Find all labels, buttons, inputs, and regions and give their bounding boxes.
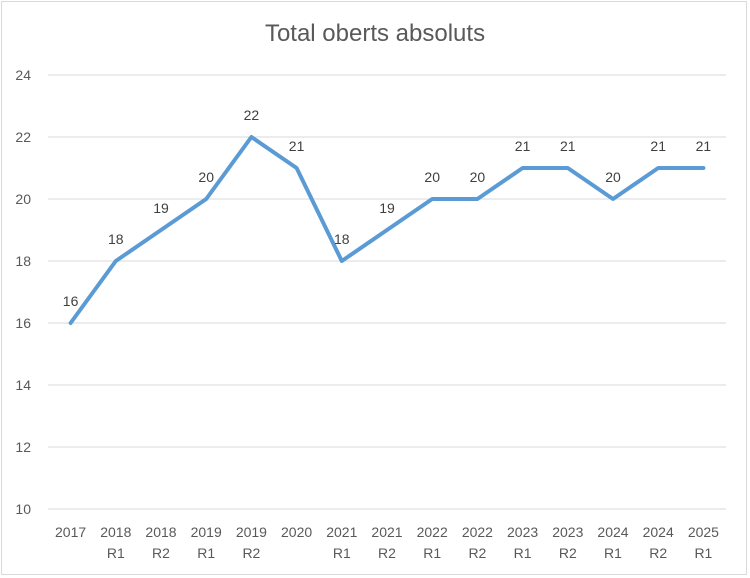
data-label: 16	[63, 293, 79, 309]
x-tick-label: 2023 R2	[552, 524, 583, 561]
y-tick-label: 22	[15, 129, 31, 145]
y-tick-label: 24	[15, 67, 31, 83]
data-label: 21	[289, 138, 305, 154]
data-label: 18	[108, 231, 124, 247]
data-labels: 16 18 19 20 22 21 18 19 20 20 21 21 20 21 21	[63, 107, 712, 309]
x-tick-label-line: 2023	[507, 524, 538, 540]
y-tick-label: 10	[15, 501, 31, 517]
x-tick-label-line: 2021	[326, 524, 357, 540]
data-label: 20	[424, 169, 440, 185]
x-tick-label-line: 2022	[417, 524, 448, 540]
data-label: 20	[198, 169, 214, 185]
x-tick-label-line: 2021	[371, 524, 402, 540]
data-label: 19	[379, 200, 395, 216]
data-label: 20	[470, 169, 486, 185]
x-tick-label-line: R2	[242, 545, 260, 561]
x-tick-label-line: 2024	[643, 524, 674, 540]
x-tick-label-line: R1	[423, 545, 441, 561]
x-tick-label: 2023 R1	[507, 524, 538, 561]
x-tick-label-line: R2	[649, 545, 667, 561]
x-tick-label-line: 2018	[100, 524, 131, 540]
x-tick-label-line: R1	[197, 545, 215, 561]
gridlines	[48, 74, 726, 510]
x-tick-label: 2017	[55, 524, 86, 540]
x-tick-label-line: R2	[468, 545, 486, 561]
x-tick-label: 2022 R2	[462, 524, 493, 561]
x-tick-label-line: 2017	[55, 524, 86, 540]
x-tick-label-line: 2018	[145, 524, 176, 540]
x-tick-label: 2018 R2	[145, 524, 176, 561]
x-tick-label-line: 2020	[281, 524, 312, 540]
x-tick-label-line: 2022	[462, 524, 493, 540]
data-label: 21	[650, 138, 666, 154]
x-tick-label-line: R1	[604, 545, 622, 561]
x-tick-label-line: R1	[514, 545, 532, 561]
x-tick-label-line: R2	[559, 545, 577, 561]
x-tick-label-line: 2023	[552, 524, 583, 540]
data-label: 20	[605, 169, 621, 185]
series-line-group	[68, 135, 706, 325]
x-tick-label: 2020	[281, 524, 312, 540]
x-tick-label-line: R2	[152, 545, 170, 561]
y-tick-label: 12	[15, 439, 31, 455]
x-tick-label: 2021 R2	[371, 524, 402, 561]
y-tick-label: 18	[15, 253, 31, 269]
x-tick-label-line: R2	[378, 545, 396, 561]
x-tick-label: 2018 R1	[100, 524, 131, 561]
x-tick-label-line: 2019	[236, 524, 267, 540]
x-tick-label: 2022 R1	[417, 524, 448, 561]
x-tick-label-line: R1	[333, 545, 351, 561]
data-label: 22	[244, 107, 260, 123]
x-tick-label-line: R1	[694, 545, 712, 561]
x-tick-label-line: R1	[107, 545, 125, 561]
x-tick-label: 2025 R1	[688, 524, 719, 561]
data-label: 21	[696, 138, 712, 154]
x-tick-label-line: 2024	[597, 524, 628, 540]
y-tick-label: 20	[15, 191, 31, 207]
x-tick-label: 2019 R1	[191, 524, 222, 561]
data-label: 21	[560, 138, 576, 154]
data-label: 19	[153, 200, 169, 216]
chart-title: Total oberts absoluts	[265, 20, 485, 47]
x-tick-label: 2024 R1	[597, 524, 628, 561]
y-tick-label: 14	[15, 377, 31, 393]
y-tick-label: 16	[15, 315, 31, 331]
y-axis-tick-labels: 10 12 14 16 18 20 22 24	[15, 67, 31, 517]
data-label: 21	[515, 138, 531, 154]
x-tick-label: 2024 R2	[643, 524, 674, 561]
x-tick-label: 2021 R1	[326, 524, 357, 561]
data-label: 18	[334, 231, 350, 247]
x-tick-label-line: 2019	[191, 524, 222, 540]
x-tick-label-line: 2025	[688, 524, 719, 540]
x-tick-label: 2019 R2	[236, 524, 267, 561]
